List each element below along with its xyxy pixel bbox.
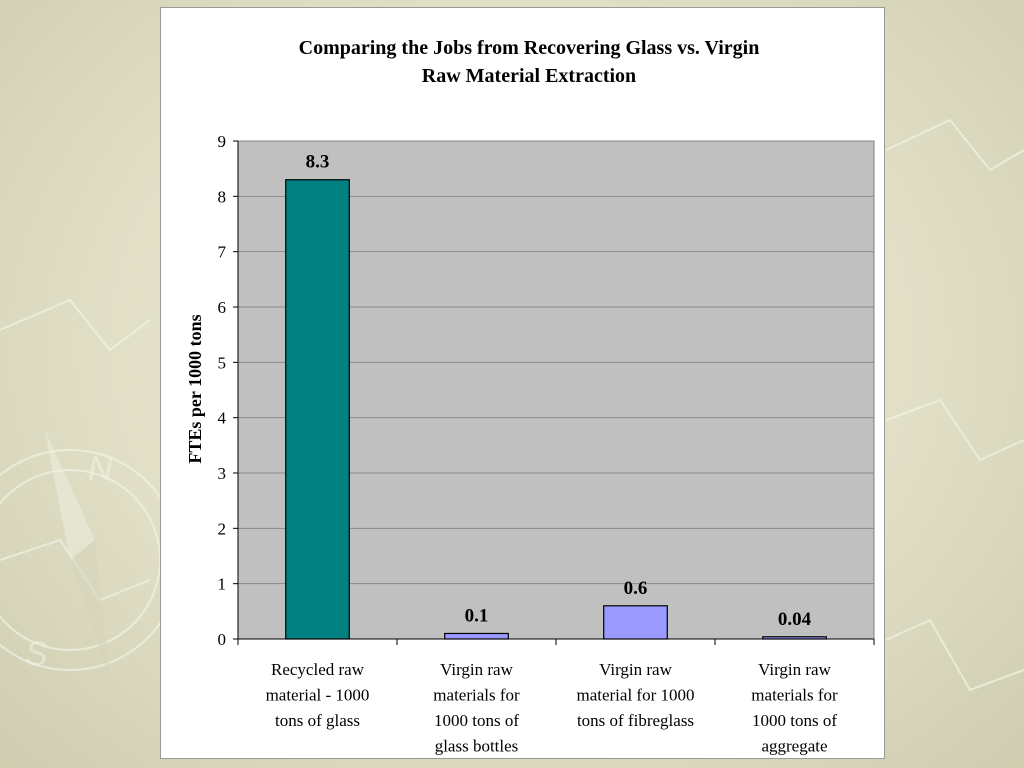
data-label: 0.1 <box>465 605 489 626</box>
category-label: glass bottles <box>435 737 519 756</box>
y-tick-label: 8 <box>218 187 227 206</box>
category-label: Virgin raw <box>758 660 832 679</box>
category-label: Virgin raw <box>440 660 514 679</box>
y-tick-label: 0 <box>218 630 227 649</box>
y-tick-label: 2 <box>218 519 227 538</box>
bar <box>603 605 668 640</box>
category-label: Recycled raw <box>271 660 365 679</box>
y-tick-label: 1 <box>218 575 227 594</box>
category-label: 1000 tons of <box>434 711 519 730</box>
y-tick-label: 6 <box>218 298 227 317</box>
category-label: material for 1000 <box>576 686 694 705</box>
category-label: tons of glass <box>275 711 360 730</box>
y-tick-label: 5 <box>218 353 227 372</box>
y-tick-label: 3 <box>218 464 227 483</box>
category-label: materials for <box>751 686 838 705</box>
y-axis-label: FTEs per 1000 tons <box>185 314 205 463</box>
plot-area: 0 1 2 3 4 5 6 7 8 9 8.3 Recycled raw material - 1000… <box>218 132 875 756</box>
category-label: tons of fibreglass <box>577 711 694 730</box>
category-label: materials for <box>433 686 520 705</box>
bar <box>762 636 827 640</box>
y-tick-label: 7 <box>218 243 227 262</box>
bar <box>444 632 509 640</box>
chart-title-line-1: Comparing the Jobs from Recovering Glass… <box>299 37 760 59</box>
bar-chart: Comparing the Jobs from Recovering Glass… <box>185 37 875 756</box>
category-label: Virgin raw <box>599 660 673 679</box>
chart-panel: Comparing the Jobs from Recovering Glass… <box>160 7 885 759</box>
svg-text:S: S <box>25 635 48 673</box>
svg-text:N: N <box>88 450 113 488</box>
y-tick-label: 9 <box>218 132 227 151</box>
category-label: 1000 tons of <box>752 711 837 730</box>
category-label: aggregate <box>761 737 827 756</box>
category-label: material - 1000 <box>266 686 370 705</box>
data-label: 8.3 <box>306 152 330 173</box>
data-label: 0.04 <box>778 609 812 630</box>
bar <box>285 179 350 640</box>
chart-title-line-2: Raw Material Extraction <box>422 65 636 87</box>
y-tick-label: 4 <box>218 409 227 428</box>
data-label: 0.6 <box>624 578 648 599</box>
